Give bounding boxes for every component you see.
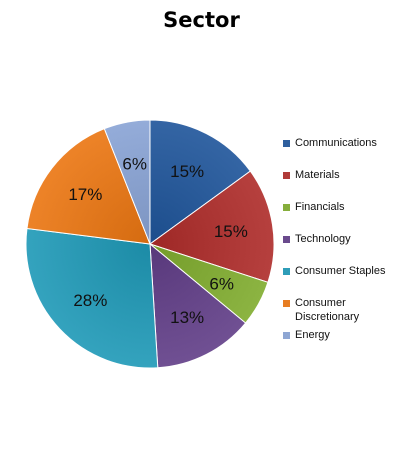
legend-label: Communications	[295, 137, 377, 149]
legend-item-consumer-staples: Consumer Staples	[283, 264, 401, 278]
legend-swatch	[283, 268, 290, 275]
pie-labels: 15% 15% 6% 13% 28% 17% 6%	[68, 155, 248, 327]
slice-label-technology: 13%	[170, 308, 204, 327]
legend-swatch	[283, 204, 290, 211]
legend-swatch	[283, 300, 290, 307]
legend-item-technology: Technology	[283, 232, 401, 246]
pie-slice-technology	[149, 242, 247, 369]
legend-label: Technology	[295, 233, 351, 245]
legend-label: Energy	[295, 329, 330, 341]
pie-slice-materials	[148, 170, 275, 283]
pie-slice-consumer-staples	[25, 227, 159, 369]
slice-label-consumer-staples: 28%	[73, 291, 107, 310]
slice-label-materials: 15%	[214, 222, 248, 241]
pie-slices	[25, 119, 275, 369]
legend-item-communications: Communications	[283, 136, 401, 150]
slice-label-communications: 15%	[170, 162, 204, 181]
legend-label: Consumer Staples	[295, 265, 386, 277]
slice-label-energy: 6%	[122, 155, 147, 174]
legend-item-materials: Materials	[283, 168, 401, 182]
legend-label: Financials	[295, 201, 345, 213]
pie-slice-communications	[149, 119, 252, 245]
legend-swatch	[283, 332, 290, 339]
legend-item-energy: Energy	[283, 328, 401, 342]
legend-item-consumer-discretionary: Consumer Discretionary	[283, 296, 401, 324]
legend-swatch	[283, 172, 290, 179]
legend-item-financials: Financials	[283, 200, 401, 214]
legend-swatch	[283, 236, 290, 243]
pie-slice-energy	[103, 119, 151, 245]
legend-label: Materials	[295, 169, 340, 181]
chart-title: Sector	[163, 8, 240, 32]
legend-swatch	[283, 140, 290, 147]
legend-label: Consumer Discretionary	[295, 297, 360, 323]
slice-label-consumer-discretionary: 17%	[68, 185, 102, 204]
slice-label-financials: 6%	[209, 274, 234, 293]
pie-slice-consumer-discretionary	[26, 128, 151, 245]
